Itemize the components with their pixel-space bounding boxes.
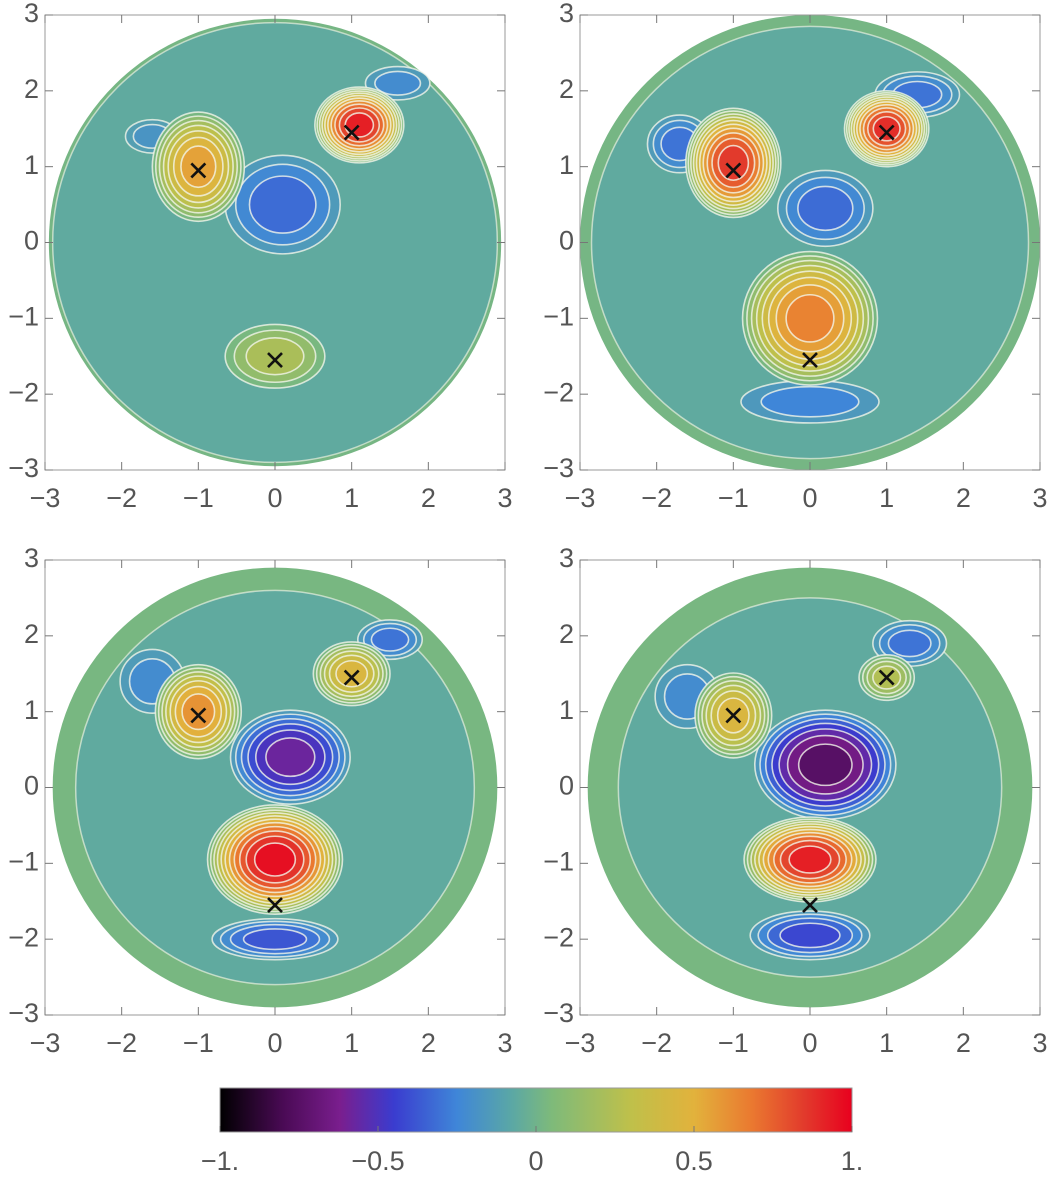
y-tick-label: 3 [559, 0, 574, 28]
y-tick-label: −2 [8, 922, 39, 952]
marker-cross [725, 707, 742, 724]
contour-level [797, 185, 854, 232]
y-tick-label: −2 [543, 922, 574, 952]
contour-level [248, 175, 317, 234]
y-tick-label: 2 [559, 619, 574, 649]
marker-cross [190, 162, 207, 179]
marker-cross [878, 124, 895, 141]
contour-level [370, 627, 410, 652]
contour-level [797, 743, 853, 787]
colorbar-tick-label: −0.5 [351, 1146, 404, 1176]
colorbar-tick-label: 0 [528, 1146, 543, 1176]
marker-cross [267, 352, 283, 368]
colorbar-tick-label: −1. [201, 1146, 239, 1176]
y-tick-label: −1 [8, 301, 39, 331]
contour-level [242, 928, 308, 951]
contour-level [717, 144, 750, 181]
contour-level [760, 385, 860, 418]
marker-cross [343, 669, 360, 686]
x-tick-label: −3 [30, 483, 61, 513]
plot-area [52, 567, 498, 1008]
y-tick-label: 2 [559, 74, 574, 104]
contour-level [887, 629, 932, 658]
marker-cross [190, 707, 207, 724]
plot-area [580, 15, 1040, 470]
x-tick-label: 0 [802, 483, 817, 513]
y-tick-label: 0 [24, 226, 39, 256]
x-tick-label: −1 [718, 1028, 749, 1058]
x-tick-label: 2 [956, 483, 971, 513]
y-tick-label: −2 [8, 377, 39, 407]
colorbar-tick-label: 1. [841, 1146, 864, 1176]
marker-cross [725, 162, 742, 179]
x-tick-label: 1 [879, 1028, 894, 1058]
y-tick-label: −3 [543, 453, 574, 483]
x-tick-label: 3 [1032, 1028, 1047, 1058]
y-tick-label: 0 [24, 771, 39, 801]
contour-level [245, 337, 305, 376]
x-tick-label: −2 [106, 483, 137, 513]
marker-cross [343, 124, 360, 141]
y-tick-label: 1 [24, 150, 39, 180]
x-tick-label: −1 [183, 1028, 214, 1058]
contour-level [180, 145, 217, 189]
y-tick-label: −3 [8, 998, 39, 1028]
y-tick-label: 1 [24, 695, 39, 725]
x-tick-label: 1 [879, 483, 894, 513]
x-tick-label: 2 [956, 1028, 971, 1058]
marker-cross [802, 352, 818, 368]
y-tick-label: 1 [559, 695, 574, 725]
plot-area [48, 18, 502, 467]
y-tick-label: 2 [24, 74, 39, 104]
y-tick-label: 3 [24, 0, 39, 28]
y-tick-label: 3 [559, 543, 574, 573]
y-tick-label: 1 [559, 150, 574, 180]
x-tick-label: 2 [421, 483, 436, 513]
y-tick-label: −2 [543, 377, 574, 407]
marker-cross [267, 897, 283, 913]
plot-area [587, 567, 1033, 1008]
y-tick-label: 2 [24, 619, 39, 649]
x-tick-label: −3 [565, 1028, 596, 1058]
x-tick-label: −3 [30, 1028, 61, 1058]
x-tick-label: 1 [344, 483, 359, 513]
x-tick-label: −2 [106, 1028, 137, 1058]
x-tick-label: 0 [802, 1028, 817, 1058]
contour-level [785, 293, 835, 343]
contour-level [788, 845, 832, 874]
x-tick-label: 0 [267, 1028, 282, 1058]
x-tick-label: −2 [641, 1028, 672, 1058]
x-tick-label: 3 [497, 1028, 512, 1058]
y-tick-label: −1 [8, 846, 39, 876]
x-tick-label: −1 [718, 483, 749, 513]
y-tick-label: 0 [559, 226, 574, 256]
contour-level [374, 70, 422, 96]
contour-level [265, 737, 316, 778]
x-tick-label: 0 [267, 483, 282, 513]
y-tick-label: −3 [8, 453, 39, 483]
marker-cross [878, 669, 895, 686]
x-tick-label: −3 [565, 483, 596, 513]
x-tick-label: −2 [641, 483, 672, 513]
x-tick-label: 2 [421, 1028, 436, 1058]
contour-level [779, 922, 841, 949]
x-tick-label: 1 [344, 1028, 359, 1058]
x-tick-label: −1 [183, 483, 214, 513]
contour-level [335, 659, 369, 688]
contour-level [872, 115, 901, 142]
y-tick-label: 0 [559, 771, 574, 801]
contour-level [181, 693, 216, 731]
y-tick-label: −1 [543, 301, 574, 331]
y-tick-label: −3 [543, 998, 574, 1028]
colorbar-tick-label: 0.5 [675, 1146, 713, 1176]
colorbar [219, 1087, 853, 1133]
x-tick-label: 3 [497, 483, 512, 513]
y-tick-label: 3 [24, 543, 39, 573]
x-tick-label: 3 [1032, 483, 1047, 513]
contour-level [253, 842, 297, 877]
marker-cross [802, 897, 818, 913]
y-tick-label: −1 [543, 846, 574, 876]
